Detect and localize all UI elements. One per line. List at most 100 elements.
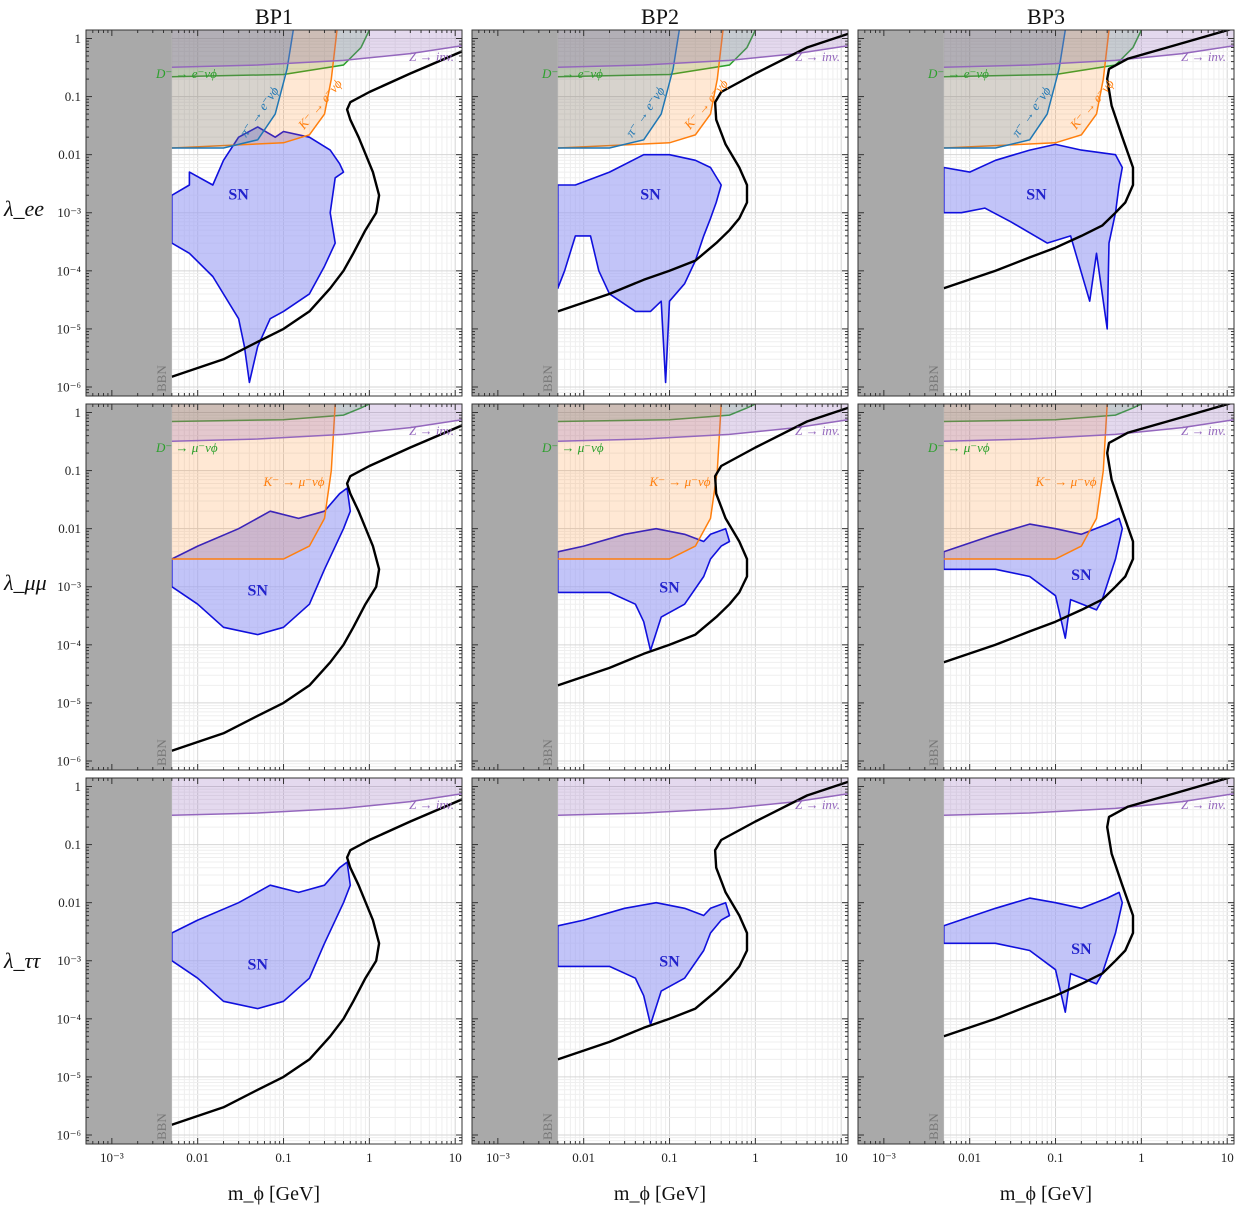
- x-tick-label: 1: [366, 1150, 373, 1165]
- meson-bound-line: [557, 404, 756, 423]
- panel-plot-area: BBN: [86, 778, 462, 1144]
- meson-bound-fill: [943, 30, 1142, 77]
- panel-bp2-tautau: BBN Z → inv. SN 10⁻³ 0.01 0.1 1 10: [471, 777, 849, 1165]
- z-inv-fill: [171, 404, 462, 442]
- z-inv-line: [943, 792, 1234, 816]
- sensitivity-curve: [171, 50, 462, 378]
- meson-bound-fill: [171, 30, 294, 148]
- bbn-label: BBN: [926, 365, 941, 392]
- meson-bound-line: [943, 404, 1108, 560]
- meson-bound-fill: [171, 404, 336, 559]
- y-tick-label: 0.1: [65, 463, 81, 478]
- sensitivity-curve: [557, 406, 848, 687]
- x-tick-label: 10: [835, 1150, 848, 1165]
- meson-bound-fill: [557, 30, 680, 148]
- panel-plot-area: BBN: [472, 778, 848, 1144]
- x-axis-label-bp1: m_ϕ [GeV]: [228, 1183, 320, 1205]
- panel-plot-area: BBN: [86, 404, 462, 770]
- z-inv-fill: [171, 30, 462, 68]
- y-tick-label: 0.01: [58, 895, 81, 910]
- column-title-bp3: BP3: [1027, 4, 1065, 29]
- z-inv-line: [943, 418, 1234, 442]
- z-inv-fill: [557, 778, 848, 816]
- bbn-region: [86, 404, 172, 770]
- sensitivity-curve: [943, 30, 1233, 290]
- meson-bound-label: D⁻ → e⁻νϕ: [541, 66, 603, 81]
- z-inv-fill: [557, 404, 848, 442]
- meson-bound-fill: [171, 30, 337, 148]
- column-title-bp1: BP1: [255, 4, 293, 29]
- y-tick-label: 0.1: [65, 89, 81, 104]
- sn-region: [171, 861, 352, 1010]
- meson-bound-fill: [171, 404, 370, 422]
- y-tick-label: 10⁻⁶: [57, 380, 81, 395]
- meson-bound-line: [557, 30, 681, 149]
- bbn-label: BBN: [926, 739, 941, 766]
- bbn-label: BBN: [154, 739, 169, 766]
- sensitivity-curve: [557, 780, 848, 1061]
- panel-bp1-mumu: BBN Z → inv. D⁻ → μ⁻νϕ K⁻ → μ⁻νϕ SN 10⁻⁶ 10⁻⁵ 1…: [57, 403, 463, 771]
- x-tick-label: 1: [1138, 1150, 1145, 1165]
- meson-bound-label: D⁻ → e⁻νϕ: [155, 66, 217, 81]
- z-inv-label: Z → inv.: [409, 423, 454, 438]
- y-tick-label: 1: [75, 405, 82, 420]
- meson-bound-line: [171, 30, 371, 78]
- meson-bound-fill: [943, 404, 1142, 422]
- sn-region: [171, 487, 352, 636]
- bbn-region: [858, 778, 944, 1144]
- bbn-region: [472, 30, 558, 396]
- sensitivity-curve: [171, 798, 462, 1126]
- sensitivity-curve: [171, 424, 462, 752]
- meson-bound-fill: [943, 404, 1108, 559]
- x-tick-label: 0.1: [275, 1150, 291, 1165]
- meson-bound-line: [943, 30, 1110, 149]
- y-tick-label: 1: [75, 779, 82, 794]
- meson-bound-label: K⁻ → μ⁻νϕ: [649, 474, 711, 489]
- panel-plot-area: BBN: [858, 30, 1234, 396]
- y-tick-label: 10⁻⁵: [57, 695, 81, 710]
- meson-bound-line: [171, 30, 338, 149]
- meson-bound-fill: [557, 30, 756, 77]
- meson-bound-fill: [557, 404, 722, 559]
- meson-bound-label: K⁻ → μ⁻νϕ: [263, 474, 325, 489]
- z-inv-fill: [943, 404, 1234, 442]
- meson-bound-line: [557, 30, 757, 78]
- sn-label: SN: [1026, 186, 1047, 203]
- sn-label: SN: [247, 957, 268, 974]
- row-ylabel-ee: λ_ee: [3, 196, 44, 221]
- meson-bound-line: [171, 404, 370, 423]
- row-ylabel-mumu: λ_μμ: [3, 570, 47, 595]
- panel-plot-area: BBN: [472, 404, 848, 770]
- x-tick-label: 10⁻³: [486, 1150, 510, 1165]
- sn-region: [171, 126, 345, 384]
- meson-bound-label: D⁻ → μ⁻νϕ: [927, 440, 990, 455]
- y-tick-label: 0.01: [58, 147, 81, 162]
- z-inv-label: Z → inv.: [1181, 49, 1226, 64]
- meson-bound-label: D⁻ → e⁻νϕ: [927, 66, 989, 81]
- meson-bound-fill: [171, 30, 370, 77]
- x-tick-label: 0.1: [1047, 1150, 1063, 1165]
- z-inv-line: [943, 44, 1234, 68]
- panel-bp3-mumu: BBN Z → inv. D⁻ → μ⁻νϕ K⁻ → μ⁻νϕ SN: [857, 403, 1235, 771]
- y-tick-label: 1: [75, 31, 82, 46]
- sn-label: SN: [659, 579, 680, 596]
- meson-bound-label: K⁻ → μ⁻νϕ: [1035, 474, 1097, 489]
- y-tick-label: 10⁻⁴: [57, 1011, 82, 1026]
- y-tick-label: 10⁻³: [57, 579, 81, 594]
- bbn-region: [86, 30, 172, 396]
- bbn-region: [472, 778, 558, 1144]
- meson-bound-fill: [943, 30, 1109, 148]
- z-inv-label: Z → inv.: [795, 49, 840, 64]
- panel-bp3-tautau: BBN Z → inv. SN 10⁻³ 0.01 0.1 1 10: [857, 777, 1235, 1165]
- sn-label: SN: [228, 186, 249, 203]
- column-title-bp2: BP2: [641, 4, 679, 29]
- y-tick-label: 10⁻³: [57, 205, 81, 220]
- y-tick-label: 10⁻⁶: [57, 1128, 81, 1143]
- meson-bound-fill: [943, 30, 1066, 148]
- bbn-region: [472, 404, 558, 770]
- sn-region: [556, 901, 731, 1026]
- sensitivity-curve: [943, 778, 1233, 1038]
